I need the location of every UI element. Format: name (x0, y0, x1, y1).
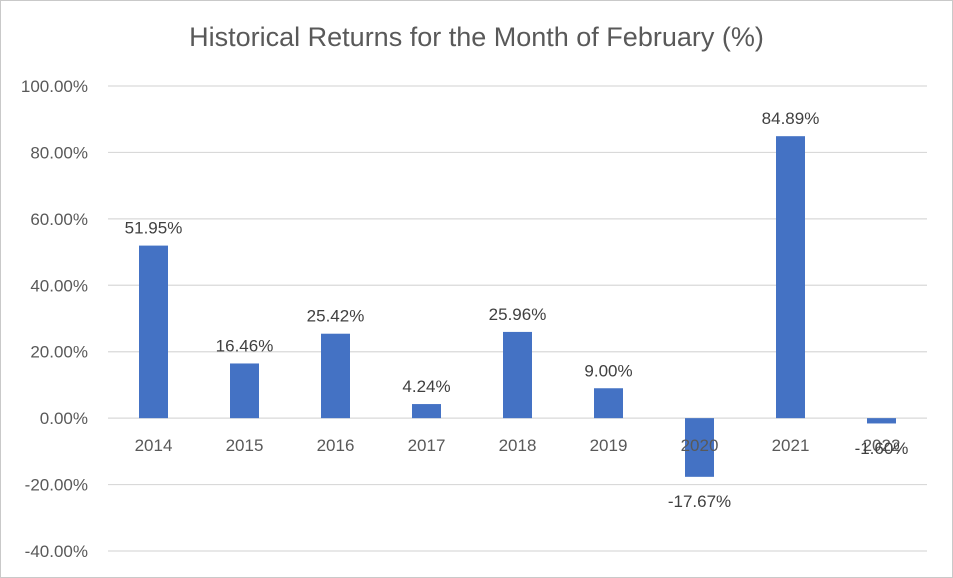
data-label: -1.60% (855, 439, 909, 458)
x-tick-label: 2021 (772, 436, 810, 455)
x-tick-label: 2016 (317, 436, 355, 455)
bar-2022 (867, 418, 896, 424)
bar-2019 (594, 388, 623, 419)
data-label: 16.46% (216, 336, 274, 355)
y-tick-label: 20.00% (30, 343, 88, 362)
chart-title: Historical Returns for the Month of Febr… (189, 22, 764, 52)
y-tick-label: 40.00% (30, 276, 88, 295)
y-tick-label: -20.00% (25, 476, 88, 495)
data-label: 25.96% (489, 305, 547, 324)
x-axis-ticks: 2014 2015 2016 2017 2018 2019 2020 2021 2022 (135, 436, 901, 455)
x-tick-label: 2019 (590, 436, 628, 455)
data-label: 84.89% (762, 109, 820, 128)
data-label: -17.67% (668, 492, 731, 511)
x-tick-label: 2018 (499, 436, 537, 455)
watermark-handle: @Royston Tan (820, 549, 931, 568)
x-tick-label: 2022 (863, 436, 901, 455)
data-label: 51.95% (125, 219, 183, 238)
x-tick-label: 2014 (135, 436, 173, 455)
watermark: Tiger Community @Royston Tan (798, 506, 935, 568)
bar-2017 (412, 404, 441, 419)
bar-2021 (776, 136, 805, 419)
y-tick-label: 100.00% (21, 77, 88, 96)
y-tick-label: 80.00% (30, 143, 88, 162)
data-label: 25.42% (307, 307, 365, 326)
bar-2020 (685, 418, 714, 477)
y-axis-ticks: 100.00% 80.00% 60.00% 40.00% 20.00% 0.00% -20.… (21, 77, 88, 561)
data-label: 4.24% (402, 377, 450, 396)
data-labels: 51.95% 16.46% 25.42% 4.24% 25.96% 9.00% -17.67… (125, 109, 909, 511)
x-tick-label: 2020 (681, 436, 719, 455)
x-tick-label: 2017 (408, 436, 446, 455)
tiger-logo-icon (798, 506, 830, 538)
bars (139, 136, 896, 477)
watermark-brand: Tiger Community (836, 517, 935, 532)
data-label: 9.00% (584, 361, 632, 380)
bar-2015 (230, 363, 259, 419)
bar-2018 (503, 331, 532, 419)
y-tick-label: 0.00% (40, 409, 88, 428)
bar-2016 (321, 333, 350, 419)
y-tick-label: 60.00% (30, 210, 88, 229)
bar-2014 (139, 245, 168, 419)
y-tick-label: -40.00% (25, 542, 88, 561)
x-tick-label: 2015 (226, 436, 264, 455)
